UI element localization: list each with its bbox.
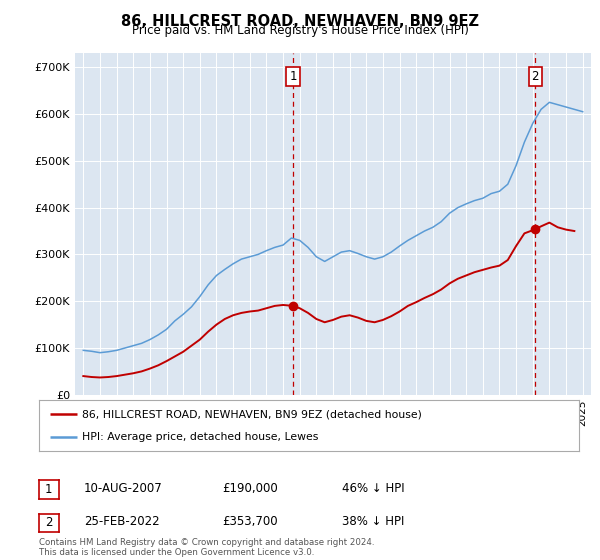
Text: Price paid vs. HM Land Registry's House Price Index (HPI): Price paid vs. HM Land Registry's House … xyxy=(131,24,469,37)
Text: 25-FEB-2022: 25-FEB-2022 xyxy=(84,515,160,529)
Text: 38% ↓ HPI: 38% ↓ HPI xyxy=(342,515,404,529)
Text: Contains HM Land Registry data © Crown copyright and database right 2024.
This d: Contains HM Land Registry data © Crown c… xyxy=(39,538,374,557)
Text: 1: 1 xyxy=(45,483,53,496)
Text: 1: 1 xyxy=(289,70,297,83)
Text: 2: 2 xyxy=(45,516,53,529)
Text: £353,700: £353,700 xyxy=(222,515,278,529)
Text: £190,000: £190,000 xyxy=(222,482,278,496)
Text: HPI: Average price, detached house, Lewes: HPI: Average price, detached house, Lewe… xyxy=(82,432,319,442)
Text: 86, HILLCREST ROAD, NEWHAVEN, BN9 9EZ: 86, HILLCREST ROAD, NEWHAVEN, BN9 9EZ xyxy=(121,14,479,29)
Text: 10-AUG-2007: 10-AUG-2007 xyxy=(84,482,163,496)
Text: 2: 2 xyxy=(532,70,539,83)
Text: 86, HILLCREST ROAD, NEWHAVEN, BN9 9EZ (detached house): 86, HILLCREST ROAD, NEWHAVEN, BN9 9EZ (d… xyxy=(82,409,422,419)
Text: 46% ↓ HPI: 46% ↓ HPI xyxy=(342,482,404,496)
